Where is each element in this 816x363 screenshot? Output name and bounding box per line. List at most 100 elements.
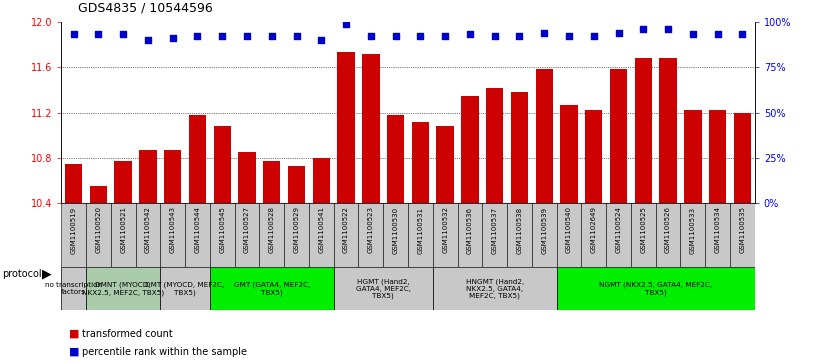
Text: ■: ■ — [69, 329, 80, 339]
Bar — [210, 267, 334, 310]
Bar — [582, 203, 606, 267]
Point — [92, 32, 105, 37]
Text: GSM1100520: GSM1100520 — [95, 207, 101, 253]
Bar — [238, 152, 255, 203]
Bar — [557, 203, 582, 267]
Point — [513, 33, 526, 39]
Point — [141, 37, 154, 43]
Text: GSM1100522: GSM1100522 — [343, 207, 349, 253]
Bar — [90, 186, 107, 203]
Bar — [210, 203, 235, 267]
Bar — [164, 150, 181, 203]
Point — [389, 33, 402, 39]
Bar — [659, 58, 676, 203]
Text: GSM1100545: GSM1100545 — [220, 207, 225, 253]
Point — [414, 33, 427, 39]
Bar — [408, 203, 432, 267]
Point — [711, 32, 724, 37]
Point — [117, 32, 130, 37]
Text: GSM1100531: GSM1100531 — [418, 207, 424, 254]
Text: GSM1100526: GSM1100526 — [665, 207, 671, 253]
Bar — [387, 115, 404, 203]
Bar — [437, 126, 454, 203]
Text: GSM1100542: GSM1100542 — [145, 207, 151, 253]
Bar — [259, 203, 284, 267]
Bar — [511, 92, 528, 203]
Bar — [114, 161, 132, 203]
Text: GSM1100543: GSM1100543 — [170, 207, 175, 253]
Bar — [507, 203, 532, 267]
Bar — [288, 166, 305, 203]
Text: HGMT (Hand2,
GATA4, MEF2C,
TBX5): HGMT (Hand2, GATA4, MEF2C, TBX5) — [356, 278, 410, 299]
Bar — [458, 203, 482, 267]
Point — [166, 35, 180, 41]
Point — [736, 32, 749, 37]
Text: DMT (MYOCD, MEF2C,
TBX5): DMT (MYOCD, MEF2C, TBX5) — [145, 282, 224, 295]
Text: GMT (GATA4, MEF2C,
TBX5): GMT (GATA4, MEF2C, TBX5) — [233, 282, 310, 295]
Bar — [631, 203, 656, 267]
Text: GSM1100521: GSM1100521 — [120, 207, 126, 253]
Bar — [65, 164, 82, 203]
Text: NGMT (NKX2.5, GATA4, MEF2C,
TBX5): NGMT (NKX2.5, GATA4, MEF2C, TBX5) — [599, 282, 712, 295]
Bar — [532, 203, 557, 267]
Point — [538, 30, 551, 36]
Point — [265, 33, 278, 39]
Bar — [461, 95, 479, 203]
Bar — [585, 110, 602, 203]
Point — [488, 33, 501, 39]
Text: GSM1102649: GSM1102649 — [591, 207, 596, 253]
Text: GSM1100528: GSM1100528 — [268, 207, 275, 253]
Text: GSM1100532: GSM1100532 — [442, 207, 448, 253]
Text: GSM1100536: GSM1100536 — [467, 207, 473, 254]
Point — [290, 33, 303, 39]
Bar — [432, 267, 557, 310]
Text: GSM1100524: GSM1100524 — [615, 207, 622, 253]
Text: GSM1100529: GSM1100529 — [294, 207, 299, 253]
Text: HNGMT (Hand2,
NKX2.5, GATA4,
MEF2C, TBX5): HNGMT (Hand2, NKX2.5, GATA4, MEF2C, TBX5… — [466, 278, 524, 299]
Text: GSM1100533: GSM1100533 — [690, 207, 696, 254]
Bar — [263, 161, 281, 203]
Bar — [734, 113, 751, 203]
Bar — [214, 126, 231, 203]
Bar — [61, 203, 86, 267]
Bar — [334, 267, 432, 310]
Text: no transcription
factors: no transcription factors — [45, 282, 102, 295]
Bar — [557, 267, 755, 310]
Text: transformed count: transformed count — [82, 329, 172, 339]
Point — [315, 37, 328, 43]
Bar — [111, 203, 135, 267]
Point — [662, 26, 675, 32]
Point — [67, 32, 80, 37]
Point — [439, 33, 452, 39]
Bar — [656, 203, 681, 267]
Text: GSM1100541: GSM1100541 — [318, 207, 324, 253]
Bar — [86, 267, 160, 310]
Text: GSM1100534: GSM1100534 — [715, 207, 721, 253]
Text: protocol: protocol — [2, 269, 42, 279]
Bar — [432, 203, 458, 267]
Text: GSM1100537: GSM1100537 — [492, 207, 498, 254]
Text: percentile rank within the sample: percentile rank within the sample — [82, 347, 246, 357]
Point — [588, 33, 601, 39]
Point — [215, 33, 228, 39]
Point — [364, 33, 377, 39]
Bar — [61, 267, 86, 310]
Point — [463, 32, 477, 37]
Point — [562, 33, 575, 39]
Point — [636, 26, 650, 32]
Bar — [705, 203, 730, 267]
Bar — [535, 69, 553, 203]
Bar — [160, 203, 185, 267]
Text: GSM1100544: GSM1100544 — [194, 207, 201, 253]
Text: GSM1100535: GSM1100535 — [739, 207, 745, 253]
Bar — [482, 203, 507, 267]
Bar — [358, 203, 384, 267]
Bar — [561, 105, 578, 203]
Bar — [334, 203, 358, 267]
Bar — [235, 203, 259, 267]
Text: GSM1100519: GSM1100519 — [71, 207, 77, 254]
Point — [686, 32, 699, 37]
Bar — [730, 203, 755, 267]
Bar — [337, 52, 355, 203]
Bar — [709, 110, 726, 203]
